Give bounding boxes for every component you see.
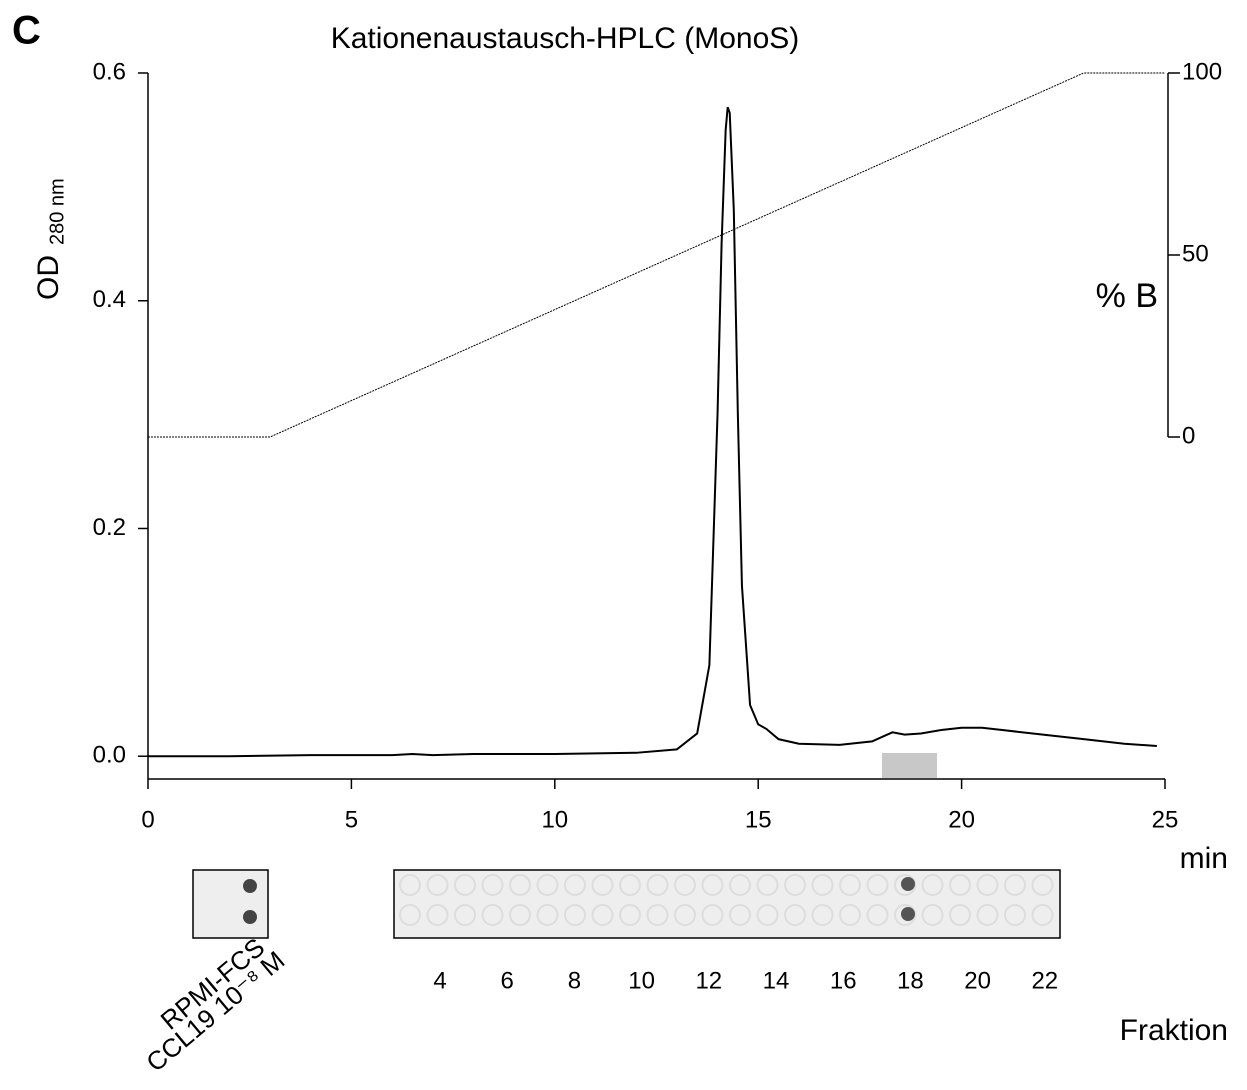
blot-dot [901,907,915,921]
y2-tick-label: 0 [1182,422,1195,449]
fraction-label: 10 [628,967,655,994]
blot-well [1004,874,1026,896]
blot-well [811,904,834,926]
blot-well [976,904,999,926]
fraction-label: 18 [897,967,924,994]
fraction-label: 8 [568,967,581,994]
fraction-label: 22 [1031,967,1058,994]
blot-well [454,904,476,926]
blot-well [646,874,669,896]
blot-well [894,874,916,896]
control-blot [192,869,269,939]
blot-dot [243,879,257,893]
fraction-blot [393,869,1061,939]
x-tick-label: 15 [745,806,772,833]
blot-well [674,904,696,926]
blot-well [591,904,614,926]
x-tick-label: 20 [948,806,975,833]
blot-dot [901,877,915,891]
y-axis-subscript: 280 nm [46,178,68,245]
fraction-title: Fraktion [1120,1014,1228,1047]
blot-well [426,904,449,926]
fraction-marker [882,753,937,778]
blot-well [1031,874,1054,896]
blot-well [536,874,559,896]
blot-well [866,904,889,926]
od-trace [148,106,1157,758]
x-axis-title: min [1180,842,1228,875]
x-tick-label: 0 [141,806,154,833]
blot-well [591,874,614,896]
chart-title: Kationenaustausch-HPLC (MonoS) [331,22,800,55]
blot-well [921,874,944,896]
blot-well [756,874,779,896]
blot-well [701,874,724,896]
blot-well [701,904,724,926]
y-tick-label: 0.2 [93,514,126,541]
blot-well [426,874,449,896]
blot-well [729,904,751,926]
blot-well [976,874,999,896]
blot-well [619,904,641,926]
blot-well [784,904,806,926]
blot-well [756,904,779,926]
y2-axis-title: % B [1096,277,1158,315]
blot-well [619,874,641,896]
fraction-label: 6 [501,967,514,994]
blot-dot [243,910,257,924]
blot-well [866,874,889,896]
y-tick-label: 0.0 [93,742,126,769]
blot-well [894,904,916,926]
y2-tick-label: 100 [1182,58,1222,85]
y-tick-label: 0.4 [93,286,126,313]
x-tick-label: 5 [345,806,358,833]
blot-well [1004,904,1026,926]
blot-well [564,874,586,896]
blot-well [1031,904,1054,926]
fraction-label: 16 [830,967,857,994]
blot-well [536,904,559,926]
blot-wells [399,874,1054,926]
gradient-line [148,72,1165,438]
fraction-label: 4 [433,967,446,994]
panel-label: C [12,9,41,53]
blot-well [454,874,476,896]
fraction-label: 20 [964,967,991,994]
x-tick-label: 10 [541,806,568,833]
blot-well [674,874,696,896]
blot-well [481,904,504,926]
y-axis-title: OD [32,255,65,300]
y-tick-label: 0.6 [93,58,126,85]
blot-well [949,874,971,896]
blot-well [481,874,504,896]
blot-well [399,904,421,926]
blot-well [811,874,834,896]
blot-well [949,904,971,926]
x-tick-label: 25 [1152,806,1179,833]
blot-well [729,874,751,896]
blot-well [509,874,531,896]
blot-well [784,874,806,896]
blot-well [921,904,944,926]
blot-well [509,904,531,926]
blot-well [839,904,861,926]
fraction-label: 12 [695,967,722,994]
blot-well [646,904,669,926]
blot-well [399,874,421,896]
blot-well [839,874,861,896]
fraction-label: 14 [763,967,790,994]
y2-tick-label: 50 [1182,240,1209,267]
blot-well [564,904,586,926]
